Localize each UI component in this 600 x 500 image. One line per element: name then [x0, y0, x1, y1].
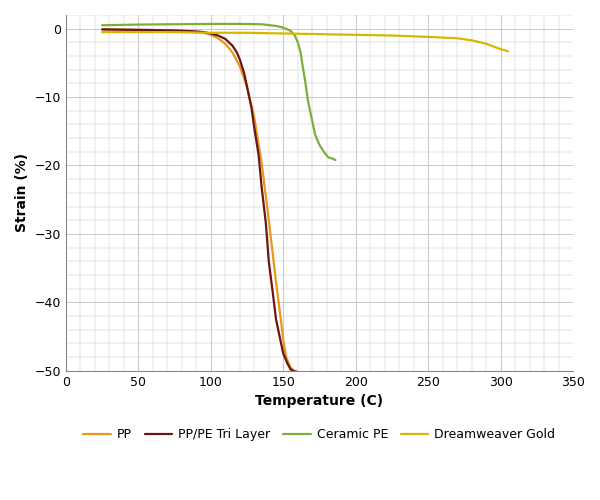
PP/PE Tri Layer	[222, 36, 229, 42]
PP	[207, 32, 214, 38]
PP	[277, 313, 284, 319]
Dreamweaver Gold	[468, 38, 475, 44]
Dreamweaver Gold	[388, 32, 395, 38]
Ceramic PE	[287, 28, 294, 34]
PP/PE Tri Layer	[149, 27, 157, 33]
PP/PE Tri Layer	[229, 43, 236, 49]
Ceramic PE	[297, 50, 304, 56]
PP/PE Tri Layer	[265, 258, 272, 264]
PP/PE Tri Layer	[277, 337, 284, 343]
Ceramic PE	[316, 142, 323, 148]
Ceramic PE	[280, 24, 287, 30]
PP/PE Tri Layer	[291, 368, 298, 374]
Dreamweaver Gold	[280, 30, 287, 36]
Dreamweaver Gold	[482, 40, 490, 46]
Ceramic PE	[332, 157, 339, 163]
X-axis label: Temperature (C): Temperature (C)	[256, 394, 383, 408]
PP	[294, 369, 301, 375]
Ceramic PE	[272, 23, 280, 29]
Line: PP: PP	[102, 30, 301, 373]
Ceramic PE	[207, 21, 214, 27]
PP/PE Tri Layer	[236, 56, 244, 62]
PP	[280, 337, 287, 343]
Ceramic PE	[294, 40, 301, 46]
Line: PP/PE Tri Layer: PP/PE Tri Layer	[102, 30, 305, 373]
Dreamweaver Gold	[352, 32, 359, 38]
PP/PE Tri Layer	[258, 183, 265, 189]
Ceramic PE	[311, 132, 319, 138]
PP	[214, 36, 221, 42]
PP	[200, 30, 207, 36]
PP	[185, 28, 193, 34]
PP	[98, 26, 106, 32]
Line: Ceramic PE: Ceramic PE	[102, 24, 335, 160]
PP/PE Tri Layer	[262, 220, 269, 226]
PP	[290, 368, 297, 374]
Legend: PP, PP/PE Tri Layer, Ceramic PE, Dreamweaver Gold: PP, PP/PE Tri Layer, Ceramic PE, Dreamwe…	[79, 423, 560, 446]
Ceramic PE	[135, 22, 142, 28]
Ceramic PE	[329, 156, 336, 162]
Ceramic PE	[308, 118, 316, 124]
PP	[244, 84, 251, 90]
PP	[222, 40, 229, 46]
PP/PE Tri Layer	[287, 366, 294, 372]
PP/PE Tri Layer	[248, 104, 255, 110]
PP	[283, 354, 290, 360]
Dreamweaver Gold	[98, 29, 106, 35]
PP	[258, 159, 265, 165]
PP	[265, 217, 272, 223]
Dreamweaver Gold	[171, 29, 178, 35]
PP/PE Tri Layer	[299, 370, 306, 376]
Dreamweaver Gold	[135, 29, 142, 35]
PP/PE Tri Layer	[284, 361, 291, 367]
Y-axis label: Strain (%): Strain (%)	[15, 154, 29, 232]
PP/PE Tri Layer	[241, 70, 248, 76]
PP	[236, 64, 244, 70]
PP	[229, 50, 236, 56]
Dreamweaver Gold	[244, 30, 251, 36]
PP/PE Tri Layer	[193, 28, 200, 34]
PP	[251, 114, 258, 120]
Ceramic PE	[299, 60, 306, 66]
PP/PE Tri Layer	[244, 84, 251, 90]
Ceramic PE	[320, 149, 328, 155]
Ceramic PE	[291, 32, 298, 38]
PP/PE Tri Layer	[98, 26, 106, 32]
Ceramic PE	[258, 21, 265, 27]
Ceramic PE	[236, 21, 244, 27]
PP/PE Tri Layer	[272, 316, 280, 322]
PP/PE Tri Layer	[294, 369, 301, 375]
PP/PE Tri Layer	[214, 32, 221, 38]
Ceramic PE	[98, 22, 106, 28]
PP/PE Tri Layer	[207, 30, 214, 36]
Ceramic PE	[325, 154, 332, 160]
Dreamweaver Gold	[316, 31, 323, 37]
PP	[272, 279, 280, 285]
PP/PE Tri Layer	[280, 350, 287, 356]
PP	[120, 26, 127, 32]
PP/PE Tri Layer	[200, 29, 207, 35]
Dreamweaver Gold	[425, 34, 432, 40]
PP/PE Tri Layer	[233, 50, 241, 56]
Ceramic PE	[301, 77, 308, 83]
PP	[297, 370, 304, 376]
Line: Dreamweaver Gold: Dreamweaver Gold	[102, 32, 508, 52]
Dreamweaver Gold	[497, 46, 504, 52]
PP/PE Tri Layer	[255, 152, 262, 158]
PP	[149, 27, 157, 33]
Ceramic PE	[304, 98, 311, 103]
Dreamweaver Gold	[207, 30, 214, 36]
Dreamweaver Gold	[454, 36, 461, 42]
PP	[171, 28, 178, 34]
PP/PE Tri Layer	[301, 370, 308, 376]
Dreamweaver Gold	[504, 48, 511, 54]
Dreamweaver Gold	[490, 44, 497, 50]
PP/PE Tri Layer	[251, 125, 258, 131]
Ceramic PE	[171, 21, 178, 27]
PP/PE Tri Layer	[269, 292, 277, 298]
PP	[287, 364, 294, 370]
PP/PE Tri Layer	[178, 28, 185, 34]
PP/PE Tri Layer	[120, 26, 127, 32]
